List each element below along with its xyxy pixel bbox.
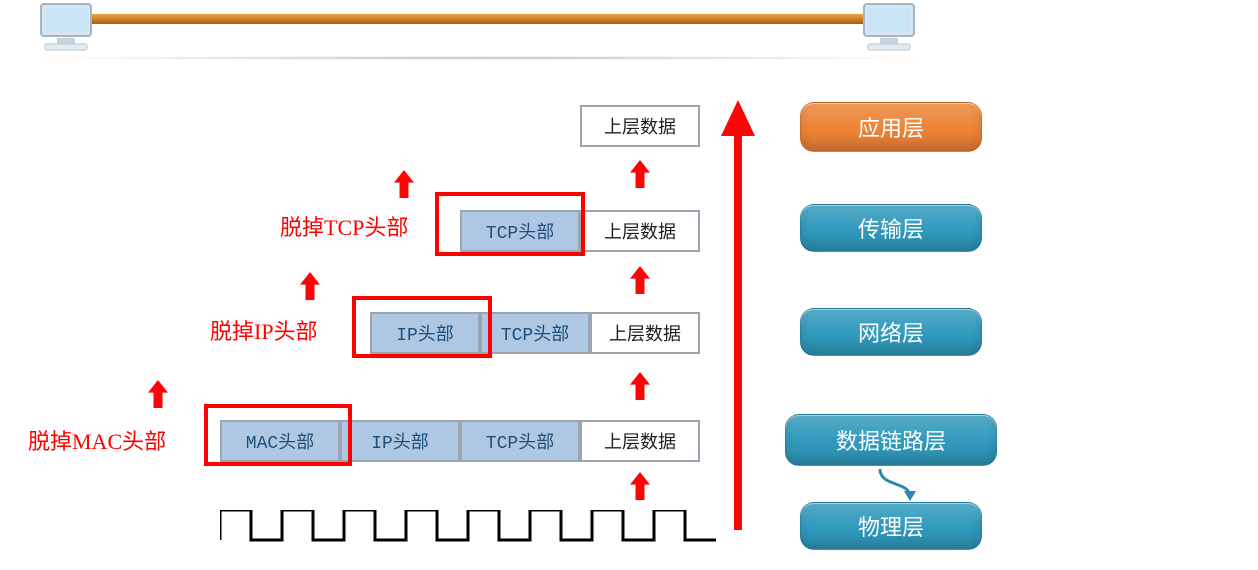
arrow-up-icon [630,266,650,294]
computer-left-icon [35,0,105,56]
row1-data: 上层数据 [580,105,700,147]
big-up-arrow-icon [718,100,758,530]
arrow-up-icon [630,372,650,400]
layer-datalink: 数据链路层 [785,414,997,466]
square-wave-icon [220,510,720,544]
row4-tcp-header: TCP头部 [460,420,580,462]
strip-label-mac: 脱掉MAC头部 [28,424,166,456]
layer-application: 应用层 [800,102,982,152]
row3-highlight [352,296,492,358]
layer-network: 网络层 [800,308,982,356]
badge-link-arrow-icon [870,469,930,503]
strip-label-ip: 脱掉IP头部 [210,314,318,346]
row4-ip-header: IP头部 [340,420,460,462]
row4-data: 上层数据 [580,420,700,462]
computer-right-icon [858,0,928,56]
strip-label-tcp: 脱掉TCP头部 [280,210,408,242]
diagram-root: 应用层 传输层 网络层 数据链路层 物理层 上层数据 TCP头部 上层数据 脱掉… [0,0,1258,570]
shadow-line [25,56,935,60]
row2-data: 上层数据 [580,210,700,252]
layer-transport: 传输层 [800,204,982,252]
layer-physical: 物理层 [800,502,982,550]
arrow-up-icon [148,380,168,408]
arrow-up-icon [630,160,650,188]
row3-tcp-header: TCP头部 [480,312,590,354]
arrow-up-icon [394,170,414,198]
cable [75,14,875,24]
row4-highlight [204,404,352,466]
arrow-up-icon [630,472,650,500]
row2-highlight [435,192,585,256]
row3-data: 上层数据 [590,312,700,354]
arrow-up-icon [300,272,320,300]
